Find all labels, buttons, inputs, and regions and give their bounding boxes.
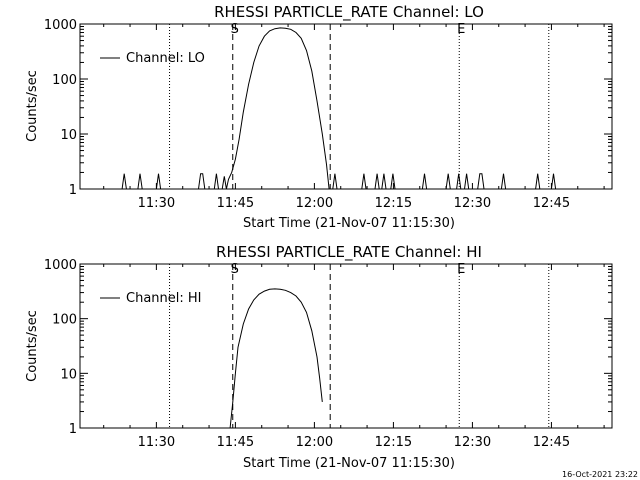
- y-tick-label: 100: [52, 313, 77, 328]
- x-axis-label: Start Time (21-Nov-07 11:15:30): [243, 456, 455, 471]
- render-timestamp: 16-Oct-2021 23:22: [562, 470, 638, 479]
- x-tick-label: 12:00: [296, 435, 333, 450]
- x-axis-label: Start Time (21-Nov-07 11:15:30): [243, 216, 455, 231]
- series-line-channel-hi: [229, 288, 323, 429]
- x-tick-label: 11:45: [217, 435, 254, 450]
- y-ticks: 1 10 100 1000: [44, 18, 612, 198]
- legend-entry: Channel: LO: [126, 51, 205, 66]
- y-axis-label: Counts/sec: [25, 70, 40, 142]
- x-tick-label: 11:30: [138, 435, 175, 450]
- x-ticks: 11:30 11:45 12:00 12:15 12:30 12:45: [103, 24, 605, 211]
- y-axis-label: Counts/sec: [25, 310, 40, 382]
- x-tick-label: 12:00: [296, 196, 333, 211]
- chart-title: RHESSI PARTICLE_RATE Channel: LO: [214, 3, 484, 22]
- x-tick-label: 12:30: [454, 196, 491, 211]
- plot-frame: [79, 23, 613, 190]
- x-ticks: 11:30 11:45 12:00 12:15 12:30 12:45: [103, 264, 605, 450]
- x-tick-label: 12:15: [375, 435, 412, 450]
- y-tick-label: 10: [60, 128, 77, 143]
- y-ticks: 1 10 100 1000: [44, 258, 612, 437]
- chart-title: RHESSI PARTICLE_RATE Channel: HI: [216, 243, 482, 262]
- y-tick-label: 1: [69, 422, 77, 437]
- x-tick-label: 12:45: [533, 196, 570, 211]
- time-marker-label: E: [457, 22, 465, 37]
- time-marker-label: S: [231, 22, 239, 37]
- x-tick-label: 11:30: [138, 196, 175, 211]
- plot-frame: [79, 263, 613, 429]
- y-tick-label: 1: [69, 183, 77, 198]
- x-tick-label: 12:15: [375, 196, 412, 211]
- series-line-channel-lo: [80, 27, 565, 190]
- time-marker-label: S: [231, 262, 239, 277]
- chart-panel-lo: RHESSI PARTICLE_RATE Channel: LO Start T…: [25, 3, 613, 231]
- x-tick-label: 12:45: [533, 435, 570, 450]
- x-tick-label: 11:45: [217, 196, 254, 211]
- x-tick-label: 12:30: [454, 435, 491, 450]
- y-tick-label: 100: [52, 73, 77, 88]
- y-tick-label: 1000: [44, 258, 77, 273]
- chart-panel-hi: RHESSI PARTICLE_RATE Channel: HI Start T…: [25, 243, 613, 471]
- time-marker-label: E: [457, 262, 465, 277]
- y-tick-label: 1000: [44, 18, 77, 33]
- y-tick-label: 10: [60, 367, 77, 382]
- legend-entry: Channel: HI: [126, 291, 202, 306]
